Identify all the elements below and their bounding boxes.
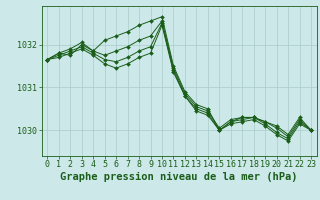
X-axis label: Graphe pression niveau de la mer (hPa): Graphe pression niveau de la mer (hPa) bbox=[60, 172, 298, 182]
